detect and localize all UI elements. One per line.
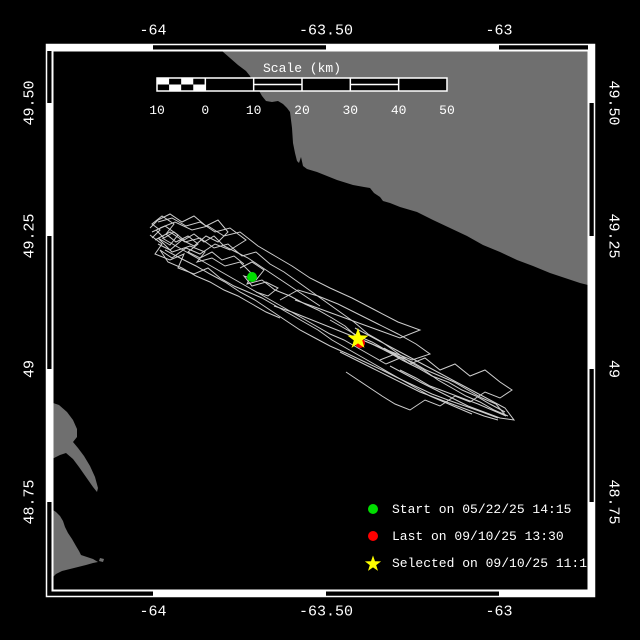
latitude-tick-label-right: 49 [604, 359, 622, 379]
track-polyline [151, 225, 506, 413]
track-polyline [273, 289, 432, 361]
longitude-tick-label-bottom: -63 [485, 603, 513, 621]
latitude-tick-label-left: 49.25 [21, 213, 39, 259]
scale-label: 10 [149, 103, 165, 118]
scale-label: 30 [342, 103, 359, 118]
track-polyline [149, 213, 229, 251]
land-polygon [99, 558, 104, 562]
legend-row-start: Start on 05/22/25 14:15 [362, 498, 595, 520]
track-polyline [149, 234, 473, 415]
latitude-tick-label-right: 48.75 [604, 479, 622, 525]
track-polyline [339, 351, 499, 421]
start-marker-icon [247, 272, 257, 282]
selected-marker-star-icon [347, 328, 369, 348]
scale-label: 10 [245, 103, 262, 118]
last-marker-icon [362, 527, 384, 545]
marker-layer [247, 272, 369, 348]
track-polyline [159, 221, 422, 339]
land-layer [52, 51, 589, 578]
scale-bar-title: Scale (km) [262, 61, 342, 76]
track-polyline [155, 229, 321, 307]
scale-label: 50 [439, 103, 455, 118]
land-polygon [222, 51, 589, 286]
selected-marker-star-icon [362, 554, 384, 572]
track-layer [149, 213, 516, 421]
legend-selected-label: Selected on 09/10/25 11:15 [392, 555, 595, 571]
latitude-tick-label-left: 48.75 [21, 479, 39, 525]
legend-row-selected: Selected on 09/10/25 11:15 [362, 552, 595, 574]
track-polyline [154, 231, 509, 417]
scale-label: 40 [390, 103, 407, 118]
start-marker-icon [362, 500, 384, 518]
longitude-tick-label-top: -63 [485, 22, 513, 40]
longitude-tick-label-bottom: -63.50 [298, 603, 354, 621]
legend-start-label: Start on 05/22/25 14:15 [392, 501, 572, 517]
longitude-tick-label-bottom: -64 [139, 603, 167, 621]
track-polyline [151, 215, 245, 265]
longitude-tick-label-top: -64 [139, 22, 167, 40]
legend-last-label: Last on 09/10/25 13:30 [392, 528, 564, 544]
track-polyline [239, 261, 279, 297]
longitude-tick-label-top: -63.50 [298, 22, 354, 40]
scale-label: 0 [201, 103, 210, 118]
track-polyline [383, 347, 507, 417]
land-polygon [52, 509, 98, 578]
scale-bar [156, 77, 448, 92]
latitude-tick-label-left: 49 [21, 359, 39, 379]
track-polyline [354, 327, 516, 421]
latitude-tick-label-right: 49.25 [604, 213, 622, 259]
track-polyline [157, 217, 281, 319]
map-legend: Start on 05/22/25 14:15 Last on 09/10/25… [362, 498, 595, 579]
latitude-tick-label-left: 49.50 [21, 80, 39, 126]
track-polyline [345, 353, 513, 411]
scale-label: 20 [294, 103, 310, 118]
map-neatline-frame [45, 43, 596, 598]
latitude-tick-label-right: 49.50 [604, 80, 622, 126]
track-polyline [164, 249, 499, 419]
legend-row-last: Last on 09/10/25 13:30 [362, 525, 595, 547]
land-polygon [52, 402, 98, 492]
track-polyline [161, 237, 402, 365]
